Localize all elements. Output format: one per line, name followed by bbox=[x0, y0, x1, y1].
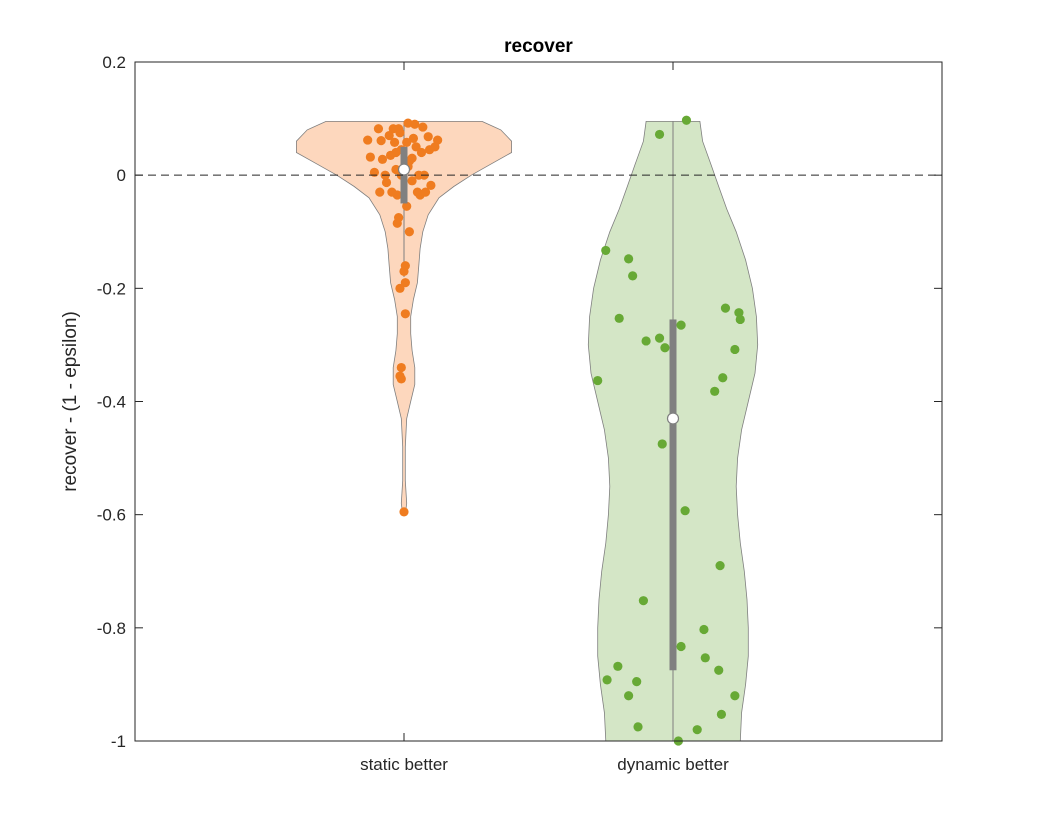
data-point bbox=[601, 245, 611, 256]
data-point bbox=[423, 132, 433, 142]
iqr-box bbox=[669, 319, 677, 671]
data-point bbox=[407, 176, 417, 186]
data-point bbox=[660, 343, 670, 353]
x-tick-label: dynamic better bbox=[617, 755, 729, 774]
median-marker bbox=[397, 163, 411, 176]
data-point bbox=[375, 187, 385, 197]
data-point bbox=[632, 676, 642, 687]
data-point bbox=[433, 135, 443, 145]
data-point bbox=[681, 115, 692, 125]
data-point bbox=[614, 313, 624, 323]
data-point bbox=[416, 147, 427, 158]
data-point bbox=[391, 147, 401, 158]
data-point bbox=[407, 153, 417, 163]
data-point bbox=[404, 227, 414, 237]
data-point bbox=[654, 129, 665, 140]
data-point bbox=[602, 675, 612, 685]
data-point bbox=[700, 653, 710, 663]
x-tick-label: static better bbox=[360, 755, 448, 774]
data-point bbox=[387, 187, 397, 197]
data-point bbox=[720, 303, 731, 313]
x-tick-labels: static better dynamic better bbox=[360, 755, 729, 774]
violins bbox=[295, 115, 759, 746]
data-point bbox=[654, 333, 665, 343]
data-point bbox=[363, 135, 373, 145]
data-point bbox=[699, 624, 709, 635]
data-point bbox=[400, 309, 410, 319]
data-point bbox=[735, 314, 745, 325]
y-tick-label: -0.2 bbox=[97, 279, 126, 298]
data-point bbox=[369, 167, 380, 177]
y-tick-label: -0.6 bbox=[97, 506, 126, 525]
data-point bbox=[613, 661, 623, 671]
data-point bbox=[399, 507, 409, 517]
data-point bbox=[389, 137, 400, 147]
data-point bbox=[715, 560, 725, 571]
axes-background bbox=[135, 62, 942, 741]
data-point bbox=[624, 254, 634, 264]
data-point bbox=[395, 283, 405, 293]
data-point bbox=[628, 271, 638, 281]
data-point bbox=[657, 439, 667, 449]
data-point bbox=[714, 665, 724, 675]
data-point bbox=[716, 709, 727, 720]
data-point bbox=[633, 722, 643, 732]
data-point bbox=[402, 137, 412, 147]
data-point bbox=[730, 691, 740, 701]
data-point bbox=[373, 124, 384, 134]
y-tick-label: 0.2 bbox=[102, 53, 126, 72]
data-point bbox=[394, 124, 404, 134]
data-point bbox=[402, 201, 412, 211]
data-point bbox=[408, 133, 419, 143]
data-point bbox=[710, 386, 720, 396]
data-point bbox=[692, 725, 702, 735]
median-marker bbox=[666, 412, 680, 425]
data-point bbox=[396, 362, 406, 373]
data-point bbox=[415, 190, 425, 200]
y-axis-label: recover - (1 - epsilon) bbox=[60, 311, 81, 492]
y-ticks: -1 -0.8 -0.6 -0.4 -0.2 0 0.2 bbox=[97, 53, 942, 751]
data-point bbox=[377, 154, 388, 164]
data-point bbox=[730, 344, 740, 355]
data-point bbox=[676, 320, 686, 330]
data-point bbox=[399, 266, 409, 276]
data-point bbox=[624, 691, 634, 701]
chart-title: recover bbox=[504, 36, 573, 57]
data-point bbox=[392, 218, 402, 228]
data-point bbox=[381, 177, 392, 188]
data-point bbox=[384, 130, 394, 141]
data-point bbox=[376, 136, 386, 146]
data-point bbox=[641, 336, 651, 346]
axes-frame bbox=[134, 61, 943, 742]
y-tick-label: -0.4 bbox=[97, 393, 126, 412]
data-point bbox=[593, 375, 603, 386]
data-point bbox=[676, 641, 686, 652]
y-tick-label: 0 bbox=[117, 166, 126, 185]
y-tick-label: -1 bbox=[111, 732, 126, 751]
data-point bbox=[410, 119, 420, 129]
data-point bbox=[718, 373, 728, 383]
y-tick-label: -0.8 bbox=[97, 619, 126, 638]
data-point bbox=[680, 506, 690, 516]
data-point bbox=[418, 122, 428, 132]
data-point bbox=[426, 180, 436, 190]
data-point bbox=[365, 152, 375, 162]
data-point bbox=[395, 371, 405, 381]
data-point bbox=[638, 596, 649, 606]
